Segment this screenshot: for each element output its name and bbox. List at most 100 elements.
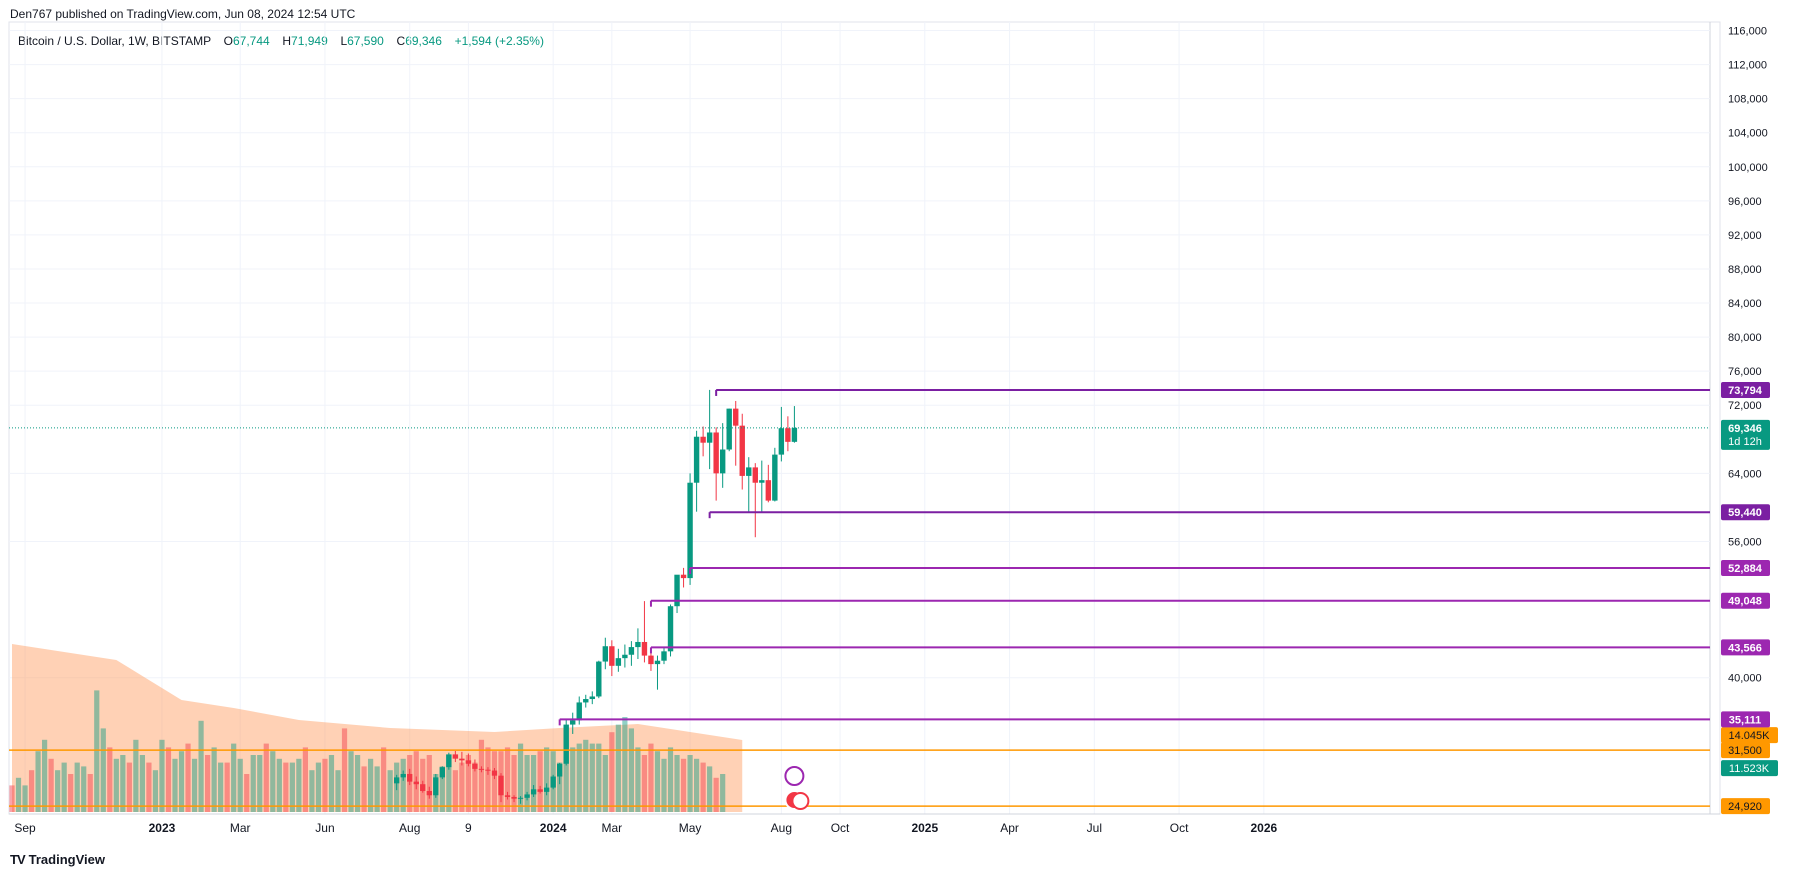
volume-bar: [641, 755, 648, 812]
volume-bar: [687, 755, 693, 812]
volume-bar: [341, 728, 348, 812]
candle-body: [407, 773, 413, 782]
volume-bar: [231, 743, 237, 812]
candle-body: [785, 428, 791, 442]
candle-body: [765, 480, 772, 501]
volume-bar: [674, 755, 680, 812]
x-tick-label: 2025: [911, 821, 938, 835]
candle-body: [433, 777, 439, 796]
candle-body: [772, 454, 778, 501]
legend-close-label: C: [396, 34, 406, 48]
x-tick-label: Sep: [14, 821, 36, 835]
legend-low-label: L: [340, 34, 348, 48]
candle-body: [393, 777, 400, 784]
volume-bar: [322, 758, 328, 812]
volume-bar: [42, 739, 48, 812]
volume-bar: [315, 762, 322, 812]
orange-price-badge: [1721, 798, 1770, 815]
level-label: 73,794: [1728, 385, 1763, 397]
volume-bar: [94, 690, 100, 812]
volume-bar: [583, 739, 589, 812]
volume-bar: [531, 755, 537, 812]
candle-body: [693, 436, 700, 483]
candle-body: [654, 660, 661, 665]
volume-bar: [283, 762, 289, 812]
y-tick-label: 104,000: [1728, 128, 1768, 140]
volume-bar: [211, 747, 217, 812]
volume-layer: [9, 644, 743, 812]
y-tick-label: 108,000: [1728, 94, 1768, 106]
candle-body: [556, 763, 563, 777]
volume-bar: [218, 762, 224, 812]
flag-event-icon-2: [791, 792, 810, 810]
x-tick-label: Apr: [1000, 821, 1019, 835]
footer-brand[interactable]: TV TradingView: [10, 852, 105, 867]
grid-lines: [8, 21, 1721, 815]
plot-frame: [8, 21, 1721, 815]
volume-bar: [335, 770, 341, 812]
level-label: 59,440: [1728, 507, 1762, 519]
legend-change: +1,594 (+2.35%): [454, 34, 544, 48]
volume-bar: [270, 751, 276, 812]
volume-bar: [296, 758, 302, 812]
volume-bar: [9, 785, 15, 812]
y-tick-label: 40,000: [1728, 673, 1762, 685]
level-badge: [1721, 592, 1770, 609]
volume-badge: [1721, 760, 1778, 777]
candle-body: [524, 794, 530, 798]
volume-bar: [387, 770, 393, 812]
volume-bar: [713, 777, 719, 812]
volume-bar: [602, 755, 608, 812]
volume-bar: [361, 766, 367, 812]
volume-bar: [22, 785, 28, 812]
volume-bar: [146, 762, 152, 812]
y-tick-label: 64,000: [1728, 468, 1762, 480]
candle-body: [452, 754, 459, 759]
volume-bar: [426, 755, 432, 812]
candle-body: [759, 480, 765, 483]
candle-body: [648, 655, 654, 665]
candle-body: [628, 647, 635, 655]
y-tick-label: 76,000: [1728, 366, 1762, 378]
x-tick-label: Aug: [771, 821, 792, 835]
candle-body: [543, 787, 550, 792]
volume-bar: [596, 743, 602, 812]
volume-bar: [107, 747, 113, 812]
volume-bar: [446, 755, 452, 812]
volume-bar: [511, 755, 517, 812]
x-tick-label: Jun: [315, 821, 334, 835]
candle-body: [687, 482, 693, 579]
orange-price-label: 31,500: [1728, 745, 1762, 757]
x-tick-label: 9: [465, 821, 472, 835]
x-tick-label: Mar: [230, 821, 251, 835]
volume-bar: [224, 762, 230, 812]
volume-bar: [28, 770, 35, 812]
volume-bar: [635, 747, 641, 812]
candle-body: [576, 702, 582, 721]
lightning-event-icon: [784, 766, 805, 786]
candle-body: [517, 797, 524, 799]
candle-body: [635, 641, 641, 648]
candle-body: [596, 661, 602, 697]
volume-bar: [87, 774, 93, 812]
candle-body: [498, 775, 504, 796]
candle-body: [641, 641, 648, 656]
volume-bar: [400, 758, 406, 812]
symbol-legend: Bitcoin / U.S. Dollar, 1W, BITSTAMP O67,…: [18, 34, 544, 48]
volume-bar: [381, 747, 387, 812]
volume-bar: [452, 770, 458, 812]
volume-bar: [55, 770, 61, 812]
volume-bar: [700, 762, 706, 812]
y-tick-label: 100,000: [1728, 162, 1768, 174]
volume-bar: [74, 762, 80, 812]
volume-bar: [667, 747, 674, 812]
candle-body: [550, 776, 556, 788]
y-tick-label: 88,000: [1728, 264, 1762, 276]
volume-bar: [544, 747, 550, 812]
volume-bar: [81, 766, 87, 812]
y-tick-label: 116,000: [1728, 26, 1767, 38]
legend-symbol: Bitcoin / U.S. Dollar, 1W, BITSTAMP: [18, 34, 211, 48]
volume-bar: [113, 758, 119, 812]
